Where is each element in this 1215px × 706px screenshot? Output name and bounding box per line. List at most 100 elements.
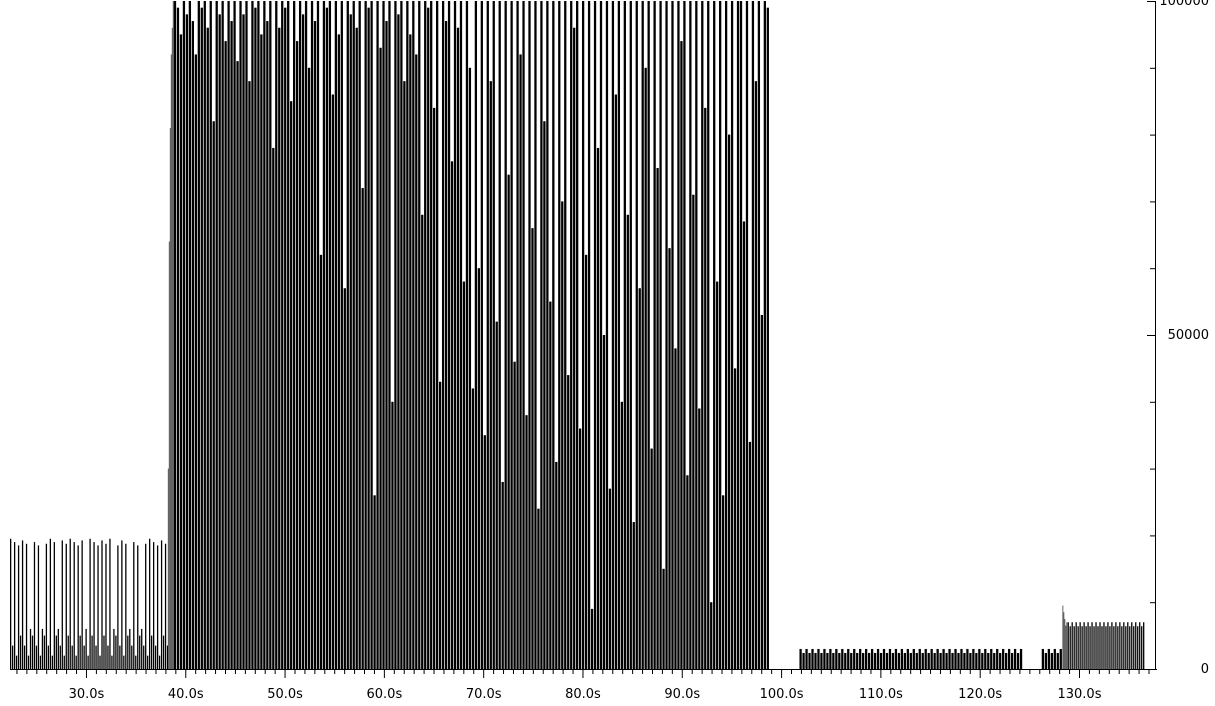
data-bar-276 (739, 1, 743, 669)
data-bar-168 (418, 1, 421, 669)
data-bar-278 (745, 1, 749, 669)
data-bar-239 (629, 1, 632, 669)
data-bar-234 (614, 94, 618, 669)
data-bar-330 (930, 648, 933, 669)
data-bar-383 (1087, 622, 1089, 669)
data-bar-245 (647, 1, 650, 669)
y-tick-label: 50000 (1168, 328, 1209, 343)
data-bar-257 (683, 1, 686, 669)
data-bar-309 (867, 652, 871, 669)
data-bar-310 (870, 648, 874, 669)
data-bar-70 (149, 538, 151, 669)
data-bar-213 (552, 1, 555, 669)
data-bar-52 (113, 628, 115, 669)
data-bar-103 (224, 41, 227, 669)
data-bar-286 (799, 648, 802, 669)
data-bar-41 (91, 635, 93, 669)
data-bar-129 (301, 14, 305, 670)
data-bar-341 (963, 652, 966, 669)
data-bar-160 (394, 1, 397, 669)
data-bar-119 (272, 147, 275, 669)
data-bar-111 (248, 81, 251, 669)
data-bar-149 (361, 188, 364, 670)
data-bar-64 (137, 545, 139, 669)
data-bar-348 (984, 648, 987, 669)
data-bar-377 (1075, 622, 1077, 669)
data-bar-219 (570, 1, 573, 669)
data-bar-378 (1077, 626, 1079, 669)
data-bar-94 (197, 1, 200, 669)
data-bar-352 (996, 648, 999, 669)
data-bar-364 (1050, 652, 1053, 669)
data-bar-293 (820, 652, 823, 669)
data-bar-249 (659, 1, 662, 669)
data-bar-60 (129, 628, 131, 669)
data-bar-256 (680, 41, 683, 669)
data-bar-22 (53, 542, 55, 669)
data-bar-65 (139, 635, 141, 669)
data-bar-178 (447, 1, 451, 669)
x-tick-label: 90.0s (664, 687, 700, 702)
data-bar-46 (101, 540, 103, 669)
data-bar-62 (133, 542, 135, 669)
data-bar-28 (65, 543, 67, 669)
data-bar-171 (427, 7, 430, 670)
data-bar-83 (170, 54, 172, 669)
data-bar-306 (859, 648, 862, 669)
data-bar-328 (924, 648, 927, 669)
data-bar-162 (400, 1, 403, 669)
data-bar-302 (847, 648, 850, 669)
data-bar-376 (1073, 626, 1075, 669)
data-bar-252 (668, 248, 671, 669)
data-bar-35 (79, 635, 81, 669)
data-bar-96 (203, 1, 206, 669)
y-tick-label: 100000 (1159, 0, 1209, 9)
data-bar-300 (841, 648, 844, 669)
data-bar-387 (1095, 622, 1097, 669)
data-bar-316 (888, 648, 892, 669)
data-bar-90 (185, 14, 189, 670)
data-bar-324 (912, 648, 915, 669)
data-bar-292 (817, 648, 820, 669)
data-bar-232 (608, 488, 612, 669)
data-bar-24 (57, 628, 59, 669)
data-bar-297 (832, 652, 835, 669)
data-bar-314 (882, 648, 886, 669)
data-bar-386 (1093, 626, 1095, 669)
data-bar-335 (945, 652, 948, 669)
data-bar-372 (1066, 622, 1068, 669)
data-bar-101 (218, 14, 221, 670)
data-bar-142 (340, 1, 343, 669)
x-tick-label: 110.0s (859, 687, 903, 702)
data-bar-159 (391, 401, 394, 669)
data-bar-369 (1063, 612, 1065, 669)
data-bar-200 (513, 361, 516, 669)
data-bar-229 (599, 1, 603, 669)
data-bar-409 (1139, 622, 1141, 669)
data-bar-117 (266, 21, 269, 670)
data-bar-179 (450, 161, 454, 669)
data-bar-368 (1062, 605, 1064, 669)
data-bar-283 (760, 314, 764, 669)
data-bar-353 (999, 652, 1002, 669)
data-bar-196 (501, 481, 504, 669)
data-bar-195 (498, 1, 501, 669)
data-bar-308 (864, 648, 868, 669)
data-bar-110 (245, 1, 248, 669)
data-bar-318 (894, 648, 898, 669)
data-bar-206 (531, 228, 534, 669)
data-bar-355 (1005, 652, 1008, 669)
data-bar-205 (528, 1, 531, 669)
data-bar-224 (584, 254, 588, 669)
data-bar-242 (638, 288, 641, 669)
data-bar-199 (510, 1, 513, 669)
data-bar-370 (1064, 618, 1066, 669)
data-bar-375 (1071, 622, 1073, 669)
data-bar-271 (724, 1, 728, 669)
data-bar-207 (534, 1, 537, 669)
data-bar-49 (107, 645, 109, 669)
data-bar-177 (444, 21, 448, 670)
data-bar-240 (632, 522, 635, 669)
data-bar-395 (1111, 622, 1113, 669)
data-bar-347 (981, 652, 984, 669)
